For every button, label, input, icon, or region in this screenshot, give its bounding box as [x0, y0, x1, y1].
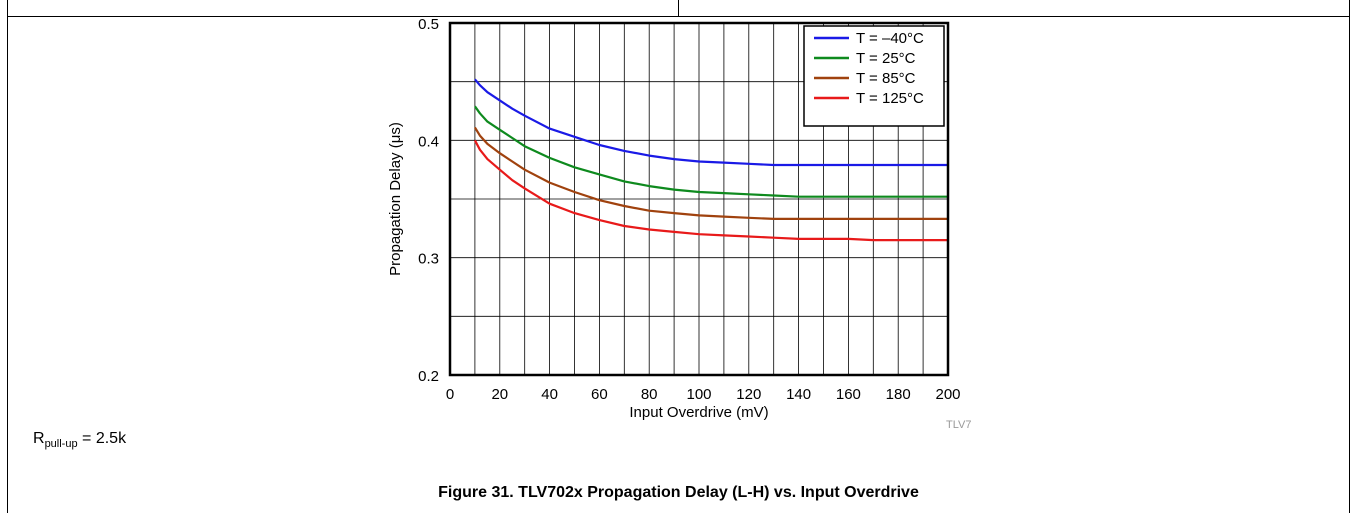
table-divider	[678, 0, 679, 17]
x-tick-label: 40	[541, 386, 558, 403]
series-line-4	[473, 139, 948, 242]
note-value: = 2.5k	[77, 430, 127, 447]
note-symbol: R	[33, 430, 45, 447]
page-frame-left	[7, 0, 8, 513]
figure-caption: Figure 31. TLV702x Propagation Delay (L-…	[438, 484, 919, 501]
x-axis-label: Input Overdrive (mV)	[629, 404, 768, 421]
x-tick-label: 100	[686, 386, 711, 403]
y-axis-label: Propagation Delay (μs)	[387, 122, 404, 276]
x-tick-label: 160	[836, 386, 861, 403]
x-tick-label: 140	[786, 386, 811, 403]
x-tick-label: 180	[886, 386, 911, 403]
legend-label: T = –40°C	[856, 30, 924, 47]
series-line-3	[473, 126, 948, 220]
propagation-delay-chart: 0 20 40 60 80 100 120 140 160 180 200 0.2 0.3 0.4 0.5 I…	[387, 16, 961, 421]
plot-frame	[448, 21, 950, 377]
legend-label: T = 125°C	[856, 90, 924, 107]
x-tick-label: 60	[591, 386, 608, 403]
pullup-note: Rpull-up = 2.5k	[33, 430, 126, 450]
legend-box	[803, 25, 945, 127]
y-tick-label: 0.2	[418, 368, 439, 385]
x-tick-label: 80	[641, 386, 658, 403]
y-tick-label: 0.3	[418, 251, 439, 268]
graph-code: TLV7	[946, 419, 972, 431]
y-tick-label: 0.4	[418, 133, 439, 150]
page-frame-right	[1349, 0, 1350, 513]
note-subscript: pull-up	[44, 438, 78, 451]
legend-label: T = 85°C	[856, 70, 916, 87]
x-tick-label: 200	[935, 386, 960, 403]
x-tick-label: 0	[446, 386, 454, 403]
series-line-1	[474, 78, 948, 167]
x-tick-label: 120	[736, 386, 761, 403]
legend-label: T = 25°C	[856, 50, 916, 67]
series-line-2	[474, 105, 948, 198]
x-tick-label: 20	[491, 386, 508, 403]
y-tick-label: 0.5	[418, 16, 439, 33]
